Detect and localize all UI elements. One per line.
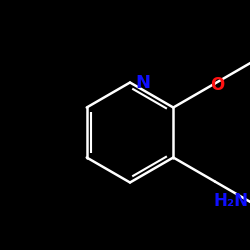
Text: H₂N: H₂N (213, 192, 248, 210)
Text: O: O (210, 76, 224, 94)
Text: N: N (135, 74, 150, 92)
